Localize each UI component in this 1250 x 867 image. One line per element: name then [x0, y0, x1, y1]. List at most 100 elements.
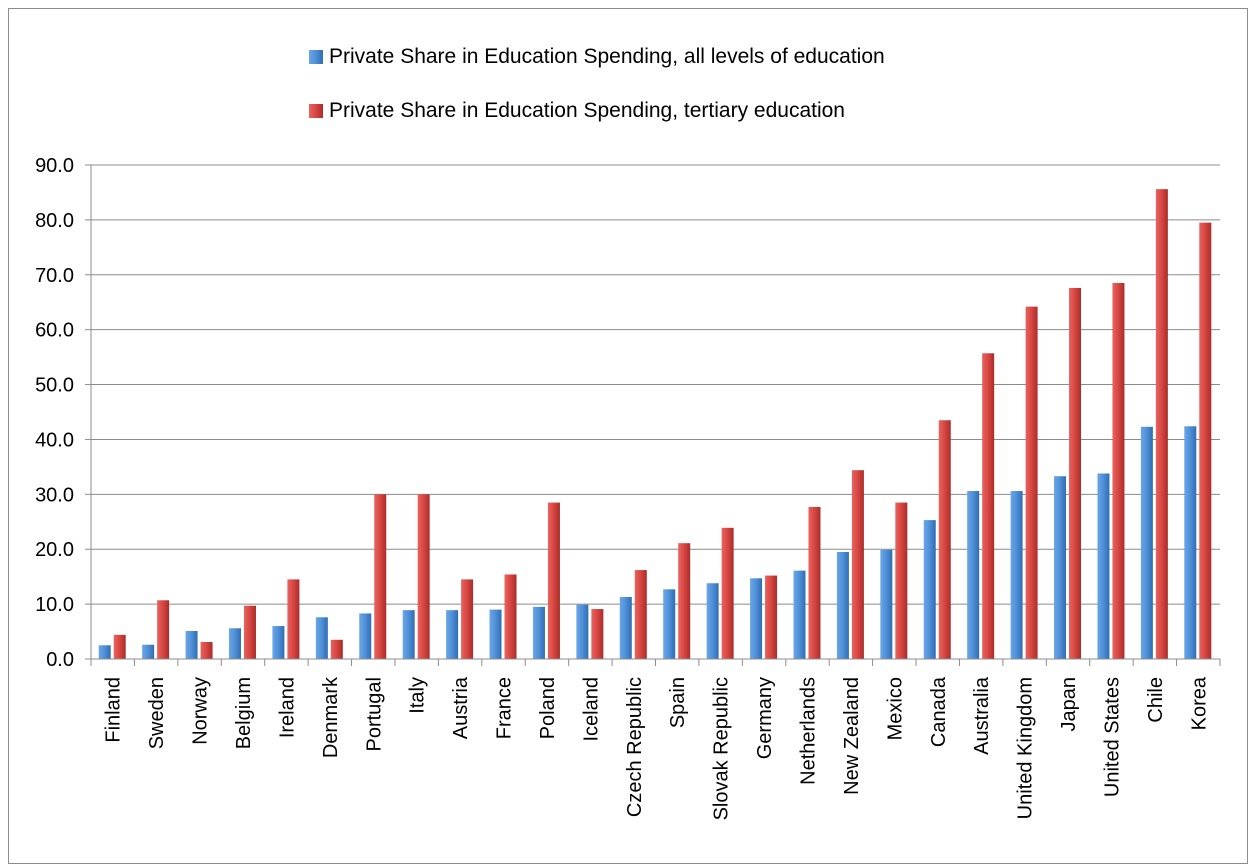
x-tick-label: Canada [928, 676, 950, 747]
bar-all-levels [836, 551, 849, 659]
bars [98, 189, 1212, 659]
bar-tertiary [200, 641, 213, 659]
gridlines [91, 164, 1220, 605]
bar-tertiary [287, 579, 300, 659]
y-axis-ticks: 0.0 10.0 20.0 30.0 40.0 50.0 60.0 70.0 80.0 90.0 [35, 155, 91, 671]
bar-all-levels [142, 644, 155, 659]
y-tick-label: 30.0 [35, 484, 74, 506]
x-tick-label: Poland [537, 677, 559, 739]
bar-tertiary [678, 543, 691, 659]
bar-tertiary [851, 470, 864, 659]
y-tick-label: 20.0 [35, 539, 74, 561]
x-tick-label: Czech Republic [624, 677, 646, 817]
bar-all-levels [706, 583, 719, 659]
bar-tertiary [1155, 189, 1168, 659]
bar-tertiary [374, 494, 387, 659]
bar-all-levels [619, 596, 632, 659]
x-axis [90, 165, 1221, 666]
x-tick-label: New Zealand [841, 677, 863, 795]
bar-all-levels [793, 570, 806, 659]
x-axis-ticks: Finland Sweden Norway Belgium Ireland Denmark… [103, 676, 1211, 820]
bar-tertiary [243, 605, 256, 659]
bar-all-levels [489, 609, 502, 659]
bar-all-levels [1054, 476, 1067, 659]
bar-all-levels [663, 589, 676, 659]
bar-tertiary [1112, 283, 1125, 659]
bar-all-levels [402, 610, 415, 659]
bar-all-levels [98, 645, 111, 659]
x-tick-label: Chile [1145, 677, 1167, 723]
bar-all-levels [532, 606, 545, 659]
legend: Private Share in Education Spending, all… [309, 45, 885, 122]
y-tick-label: 60.0 [35, 320, 74, 342]
bar-tertiary [504, 574, 517, 659]
bar-tertiary [895, 502, 908, 659]
x-tick-label: Austria [450, 676, 472, 739]
bar-tertiary [1025, 306, 1038, 659]
bar-tertiary [634, 570, 647, 659]
x-tick-label: Netherlands [797, 677, 819, 785]
bar-tertiary [982, 353, 995, 659]
x-tick-label: Iceland [580, 677, 602, 742]
y-tick-label: 0.0 [46, 649, 74, 671]
bar-all-levels [750, 578, 763, 659]
x-tick-label: United States [1101, 677, 1123, 797]
bar-all-levels [359, 613, 372, 659]
bar-tertiary [157, 600, 170, 659]
x-tick-label: Finland [103, 677, 125, 743]
bar-tertiary [113, 634, 126, 659]
x-tick-label: Japan [1058, 677, 1080, 732]
y-tick-label: 10.0 [35, 594, 74, 616]
bar-all-levels [880, 549, 893, 659]
bar-all-levels [923, 520, 936, 659]
x-tick-label: France [494, 677, 516, 739]
x-tick-label: Korea [1188, 676, 1210, 730]
chart-frame [8, 8, 1248, 864]
x-tick-label: Denmark [320, 676, 342, 758]
x-tick-label: Portugal [363, 677, 385, 752]
bar-all-levels [228, 628, 241, 659]
y-tick-label: 90.0 [35, 155, 74, 177]
x-tick-label: Australia [971, 676, 993, 755]
bar-tertiary [461, 579, 474, 659]
bar-all-levels [967, 491, 980, 659]
x-tick-label: Italy [407, 677, 429, 714]
y-tick-label: 40.0 [35, 429, 74, 451]
bar-all-levels [1184, 426, 1197, 659]
y-tick-label: 50.0 [35, 375, 74, 397]
x-tick-label: Sweden [146, 677, 168, 749]
x-tick-label: Mexico [884, 677, 906, 740]
legend-swatch-0 [309, 50, 323, 64]
x-tick-label: Norway [190, 677, 212, 745]
bar-tertiary [721, 527, 734, 659]
x-tick-label: Belgium [233, 677, 255, 749]
bar-all-levels [272, 626, 285, 659]
bar-tertiary [1199, 222, 1212, 659]
bar-all-levels [315, 617, 328, 659]
x-tick-label: Slovak Republic [711, 677, 733, 820]
bar-tertiary [808, 506, 821, 659]
x-tick-label: Spain [667, 677, 689, 728]
bar-tertiary [330, 639, 343, 659]
bar-tertiary [591, 609, 604, 659]
bar-tertiary [417, 494, 430, 659]
legend-label-1: Private Share in Education Spending, ter… [329, 99, 845, 122]
x-tick-label: Ireland [276, 677, 298, 738]
bar-tertiary [1069, 287, 1082, 659]
bar-tertiary [938, 420, 951, 659]
bar-all-levels [1010, 491, 1023, 659]
bar-all-levels [1097, 473, 1110, 659]
legend-swatch-1 [309, 104, 323, 118]
legend-label-0: Private Share in Education Spending, all… [329, 45, 885, 68]
bar-tertiary [765, 575, 778, 659]
y-tick-label: 80.0 [35, 210, 74, 232]
bar-all-levels [185, 631, 198, 659]
bar-tertiary [547, 502, 560, 659]
bar-all-levels [576, 604, 589, 659]
y-tick-label: 70.0 [35, 265, 74, 287]
x-tick-label: Germany [754, 677, 776, 759]
bar-all-levels [1140, 426, 1153, 659]
bar-all-levels [446, 610, 459, 659]
x-tick-label: United Kingdom [1015, 677, 1037, 819]
